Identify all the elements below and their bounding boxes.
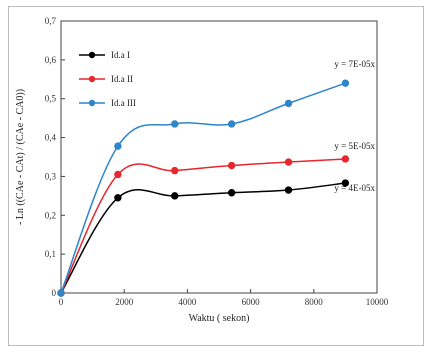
- x-tick-label: 10000: [366, 297, 389, 307]
- data-point-id-a-ii: [341, 155, 350, 163]
- x-tick-label: 6000: [242, 297, 261, 307]
- data-point-id-a-i: [227, 189, 236, 197]
- legend-marker-id-a-ii: [88, 75, 96, 83]
- axes: 0 2000 4000 6000 8000 10000 0 0,1 0,2 0,3 0,4 0,5 0,…: [45, 16, 389, 307]
- data-point-id-a-ii: [284, 158, 293, 166]
- chart-frame: 0 2000 4000 6000 8000 10000 0 0,1 0,2 0,3 0,4 0,5 0,…: [8, 6, 424, 346]
- series-line-id-a-i: [60, 182, 346, 294]
- legend-marker-id-a-iii: [88, 99, 96, 107]
- x-tick-label: 8000: [305, 297, 324, 307]
- data-point-id-a-i: [341, 179, 350, 187]
- annotations: y = 4E-05x y = 5E-05x y = 7E-05x: [334, 59, 375, 193]
- x-tick-label: 4000: [178, 297, 197, 307]
- y-tick-label: 0,4: [45, 133, 57, 143]
- x-axis-title: Waktu ( sekon): [189, 313, 250, 324]
- y-tick-label: 0,5: [45, 94, 57, 104]
- legend: Id.a I Id.a II Id.a III: [79, 50, 136, 108]
- series-group: [57, 79, 350, 297]
- trendline-equation-id-a-ii: y = 5E-05x: [334, 141, 375, 151]
- data-point-id-a-ii: [114, 170, 122, 179]
- data-point-id-a-iii: [57, 289, 65, 297]
- legend-label-id-a-ii: Id.a II: [111, 74, 133, 84]
- data-point-id-a-iii: [114, 142, 122, 150]
- y-tick-label: 0,7: [45, 16, 57, 26]
- data-point-id-a-iii: [341, 79, 350, 87]
- y-tick-label: 0,2: [45, 210, 56, 220]
- y-tick-label: 0,6: [45, 55, 57, 65]
- x-tick-label: 0: [59, 297, 64, 307]
- trendline-equation-id-a-iii: y = 7E-05x: [334, 59, 375, 69]
- data-point-id-a-iii: [284, 99, 293, 108]
- data-point-id-a-iii: [171, 120, 179, 128]
- data-point-id-a-ii: [171, 166, 179, 175]
- legend-label-id-a-iii: Id.a III: [111, 98, 136, 108]
- y-tick-label: 0,1: [45, 249, 56, 259]
- y-axis-title: - Ln ((CAe - CAt) / (CAe - CA0)): [15, 89, 26, 225]
- y-tick-label: 0: [52, 288, 57, 298]
- legend-marker-id-a-i: [88, 51, 96, 59]
- legend-label-id-a-i: Id.a I: [111, 50, 130, 60]
- data-point-id-a-iii: [227, 120, 236, 128]
- plot-border: [60, 20, 378, 294]
- y-tick-label: 0,3: [45, 171, 57, 181]
- data-point-id-a-ii: [227, 161, 236, 170]
- trendline-equation-id-a-i: y = 4E-05x: [334, 183, 375, 193]
- data-point-id-a-i: [171, 192, 179, 200]
- x-tick-label: 2000: [115, 297, 134, 307]
- data-point-id-a-i: [284, 186, 293, 194]
- series-line-id-a-ii: [60, 158, 346, 294]
- data-point-id-a-i: [114, 194, 122, 202]
- line-chart: 0 2000 4000 6000 8000 10000 0 0,1 0,2 0,3 0,4 0,5 0,…: [15, 16, 389, 324]
